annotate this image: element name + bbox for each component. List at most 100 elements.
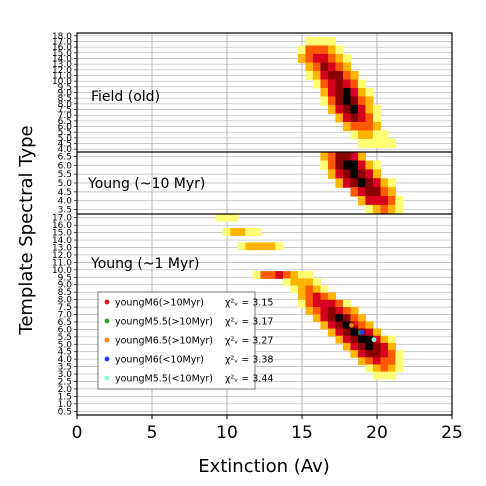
y-tick-label: 9.5 [58,273,72,283]
heatmap-cell [342,328,352,337]
heatmap-cell [372,178,382,188]
heatmap-cell [267,242,277,251]
heatmap-cell [312,307,322,315]
heatmap-cell [387,204,397,215]
heatmap-cell [372,335,382,344]
heatmap-cell [357,169,367,179]
y-tick-label: 14.0 [52,55,72,65]
heatmap-cell [365,160,374,171]
y-tick-label: 12.0 [52,251,72,261]
legend-chi2: χ²ᵥ = 3.27 [225,336,273,347]
heatmap-cell [342,62,352,72]
heatmap-cell [357,187,367,197]
heatmap-cell [342,342,352,351]
heatmap-cell [357,96,367,106]
x-tick-label: 20 [366,423,388,443]
y-tick-label: 10.0 [52,77,72,87]
legend-chi2: χ²ᵥ = 3.38 [225,355,273,366]
heatmap-cell [335,96,344,106]
heatmap-cell [327,314,337,322]
heatmap-cell [380,130,389,140]
y-tick-label: 6.0 [58,161,73,171]
heatmap-cell [327,45,337,55]
heatmap-cell [357,195,367,206]
y-tick-label: 2.0 [58,385,73,395]
heatmap-cell [335,169,344,179]
heatmap-cell [372,169,382,179]
heatmap-cell [357,350,367,358]
heatmap-cell [305,292,314,301]
heatmap-cell [350,307,359,315]
x-tick-label: 15 [291,423,313,443]
heatmap-cell [342,151,352,162]
heatmap-cell [320,87,329,98]
heatmap-cell [275,242,284,251]
y-tick-label: 17.0 [52,214,72,224]
heatmap-cell [350,335,359,344]
heatmap-cell [312,299,322,308]
heatmap-cell [387,364,397,373]
y-tick-label: 3.5 [58,363,72,373]
heatmap-cell [350,96,359,106]
heatmap-cell [297,278,307,287]
heatmap-cell [320,299,329,308]
heatmap-cell [327,169,337,179]
heatmap-cell [312,62,322,72]
heatmap-cell [327,299,337,308]
y-tick-label: 7.5 [58,106,72,116]
heatmap-cell [387,371,397,380]
heatmap-cell [357,104,367,115]
y-tick-label: 14.0 [52,236,72,246]
legend-chi2: χ²ᵥ = 3.17 [225,317,273,328]
heatmap-cell [357,87,367,98]
heatmap-cell [335,70,344,81]
heatmap-cell [327,87,337,98]
heatmap-cell [237,242,247,251]
heatmap-cell [305,53,314,64]
x-tick-label: 25 [441,423,463,443]
heatmap-cell [395,364,404,373]
heatmap-cell [380,364,389,373]
heatmap-cell [305,36,314,47]
heatmap-cell [252,228,262,236]
heatmap-cell [342,70,352,81]
y-tick-label: 1.0 [58,400,73,410]
heatmap-cell [357,342,367,351]
heatmap-cell [320,45,329,55]
y-tick-label: 8.5 [58,288,72,298]
heatmap-cell [395,204,404,215]
heatmap-cell [387,187,397,197]
heatmap-cell [327,328,337,337]
heatmap-cell [335,113,344,123]
heatmap-cell [327,70,337,81]
heatmap-cell [380,138,389,149]
heatmap-cell [372,204,382,215]
heatmap-cell [357,178,367,188]
heatmap-cell [350,70,359,81]
heatmap-cell [387,357,397,366]
heatmap-cell [312,79,322,89]
heatmap-cell [387,178,397,188]
heatmap-cell [357,314,367,322]
heatmap-cell [245,228,254,236]
heatmap-cell [387,138,397,149]
y-tick-label: 6.0 [58,123,73,133]
heatmap-cell [335,299,344,308]
heatmap-cell [320,151,329,162]
y-tick-label: 5.0 [58,179,73,189]
heatmap-cell [305,45,314,55]
heatmap-cell [297,53,307,64]
heatmap-cell [305,299,314,308]
heatmap-cell [312,285,322,294]
y-tick-label: 7.5 [58,303,72,313]
heatmap-cell [357,113,367,123]
heatmap-cell [372,130,382,140]
heatmap-cell [230,213,239,222]
y-tick-label: 4.0 [58,197,73,207]
heatmap-cell [372,328,382,337]
heatmap-cell [327,96,337,106]
heatmap-cell [320,307,329,315]
panel-label-young-1myr: Young (~1 Myr) [90,256,199,272]
heatmap-cell [365,104,374,115]
heatmap-cell [320,314,329,322]
